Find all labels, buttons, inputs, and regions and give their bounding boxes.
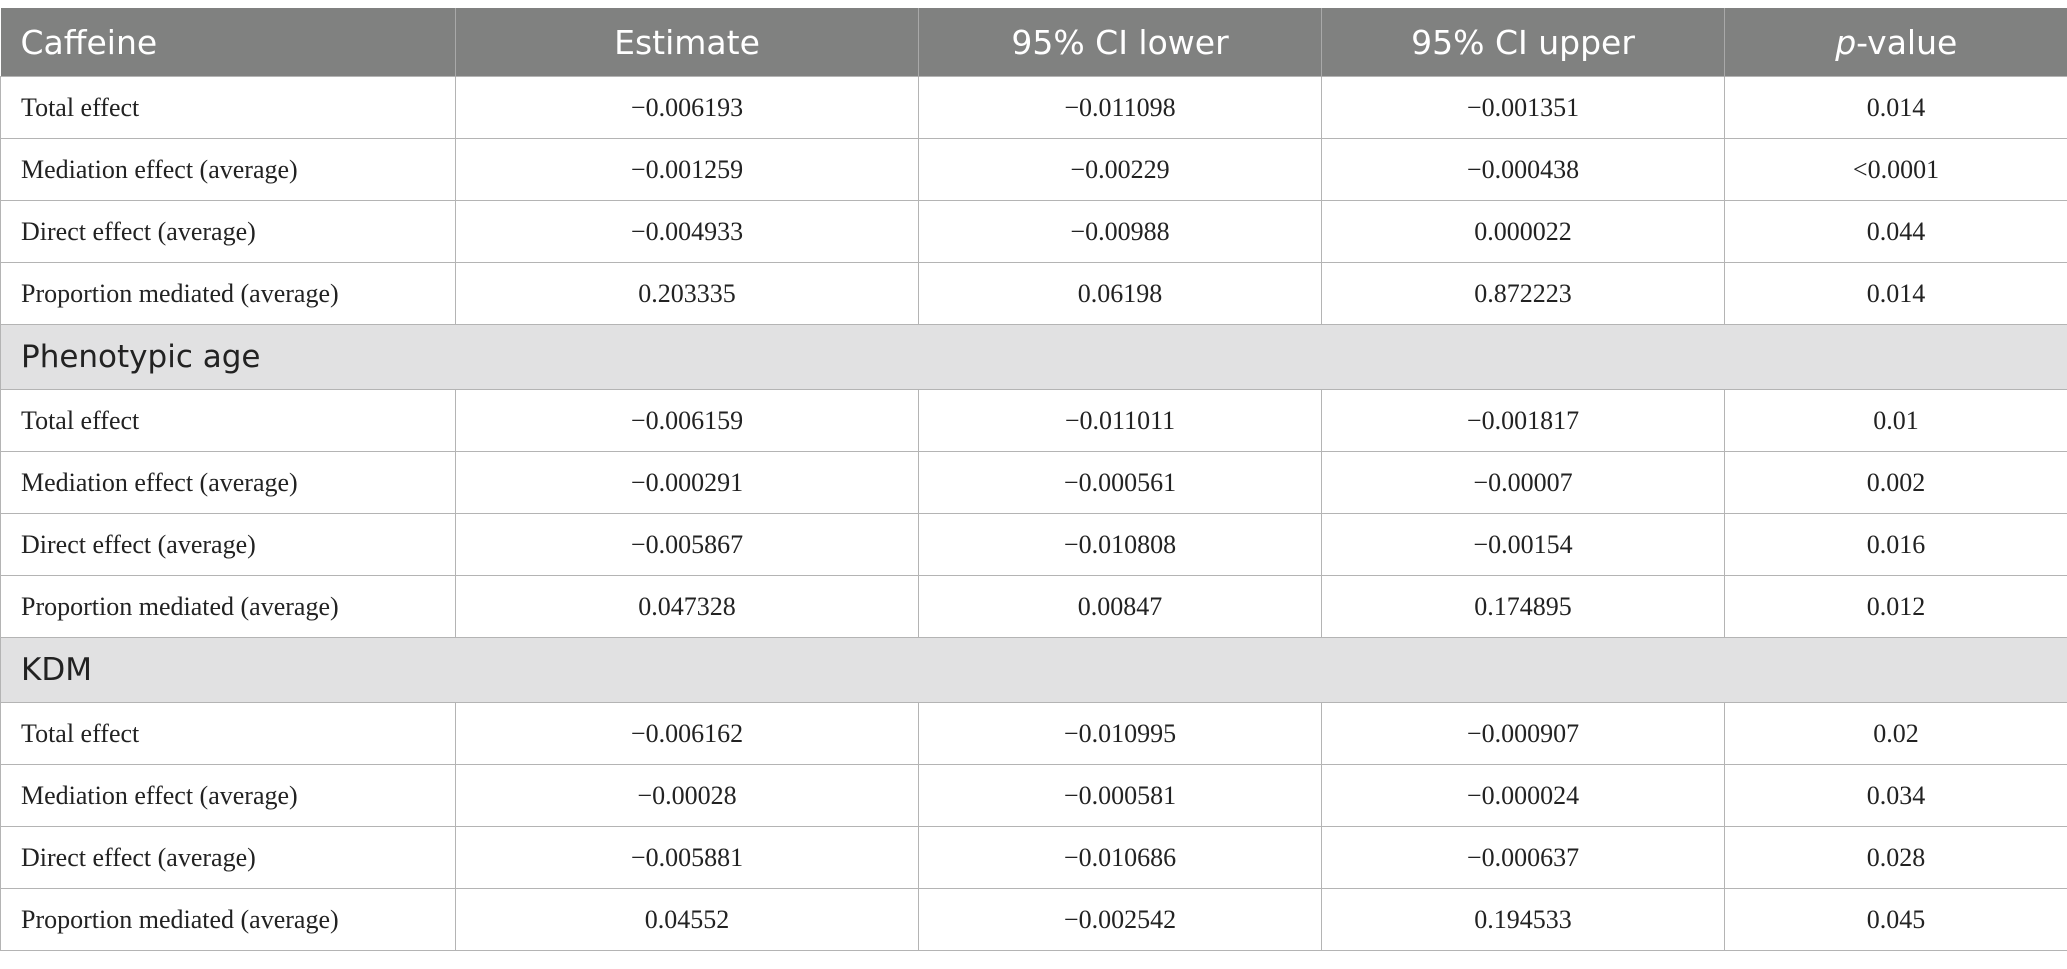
p-value-cell: <0.0001 — [1724, 138, 2067, 201]
p-value-cell: 0.02 — [1724, 702, 2067, 765]
p-value-cell: 0.045 — [1724, 888, 2067, 951]
header-p-suffix: -value — [1856, 22, 1958, 62]
estimate-cell: 0.04552 — [455, 888, 919, 951]
mediation-results-table: Caffeine Estimate 95% CI lower 95% CI up… — [0, 8, 2067, 951]
p-value-cell: 0.016 — [1724, 513, 2067, 576]
p-value-cell: 0.014 — [1724, 76, 2067, 139]
ci-upper-cell: −0.001817 — [1321, 389, 1725, 452]
estimate-cell: −0.001259 — [455, 138, 919, 201]
row-label: Mediation effect (average) — [0, 138, 456, 201]
ci-upper-cell: 0.000022 — [1321, 200, 1725, 263]
row-label: Proportion mediated (average) — [0, 888, 456, 951]
table-row: Mediation effect (average) −0.001259 −0.… — [0, 138, 2067, 201]
ci-lower-cell: −0.011098 — [918, 76, 1322, 139]
ci-lower-cell: −0.010686 — [918, 826, 1322, 889]
ci-upper-cell: −0.00154 — [1321, 513, 1725, 576]
row-label: Direct effect (average) — [0, 200, 456, 263]
ci-lower-cell: −0.010995 — [918, 702, 1322, 765]
header-p-italic: p — [1835, 22, 1857, 62]
p-value-cell: 0.002 — [1724, 451, 2067, 514]
estimate-cell: −0.00028 — [455, 764, 919, 827]
ci-lower-cell: −0.002542 — [918, 888, 1322, 951]
header-estimate: Estimate — [455, 8, 919, 77]
row-label: Proportion mediated (average) — [0, 575, 456, 638]
table-row: Mediation effect (average) −0.000291 −0.… — [0, 451, 2067, 514]
table-row: Mediation effect (average) −0.00028 −0.0… — [0, 764, 2067, 827]
p-value-cell: 0.028 — [1724, 826, 2067, 889]
p-value-cell: 0.034 — [1724, 764, 2067, 827]
row-label: Direct effect (average) — [0, 826, 456, 889]
row-label: Direct effect (average) — [0, 513, 456, 576]
ci-lower-cell: −0.000561 — [918, 451, 1322, 514]
table-row: Proportion mediated (average) 0.047328 0… — [0, 575, 2067, 638]
header-row: Caffeine Estimate 95% CI lower 95% CI up… — [0, 8, 2067, 77]
p-value-cell: 0.012 — [1724, 575, 2067, 638]
ci-upper-cell: −0.000637 — [1321, 826, 1725, 889]
estimate-cell: −0.006162 — [455, 702, 919, 765]
row-label: Mediation effect (average) — [0, 451, 456, 514]
estimate-cell: 0.203335 — [455, 262, 919, 325]
ci-lower-cell: −0.00229 — [918, 138, 1322, 201]
estimate-cell: −0.006193 — [455, 76, 919, 139]
header-ci-lower: 95% CI lower — [918, 8, 1322, 77]
ci-lower-cell: −0.00988 — [918, 200, 1322, 263]
ci-upper-cell: 0.174895 — [1321, 575, 1725, 638]
header-p-value: p-value — [1724, 8, 2067, 77]
estimate-cell: 0.047328 — [455, 575, 919, 638]
section-title: Phenotypic age — [0, 324, 2067, 390]
ci-upper-cell: −0.000438 — [1321, 138, 1725, 201]
ci-lower-cell: −0.010808 — [918, 513, 1322, 576]
section-row-kdm: KDM — [0, 637, 2067, 703]
p-value-cell: 0.01 — [1724, 389, 2067, 452]
row-label: Total effect — [0, 702, 456, 765]
table-row: Direct effect (average) −0.005881 −0.010… — [0, 826, 2067, 889]
row-label: Proportion mediated (average) — [0, 262, 456, 325]
header-ci-upper: 95% CI upper — [1321, 8, 1725, 77]
estimate-cell: −0.005881 — [455, 826, 919, 889]
ci-upper-cell: −0.000907 — [1321, 702, 1725, 765]
table-row: Total effect −0.006159 −0.011011 −0.0018… — [0, 389, 2067, 452]
ci-lower-cell: −0.000581 — [918, 764, 1322, 827]
section-row-phenotypic-age: Phenotypic age — [0, 324, 2067, 390]
table-row: Proportion mediated (average) 0.04552 −0… — [0, 888, 2067, 951]
row-label: Total effect — [0, 76, 456, 139]
ci-lower-cell: −0.011011 — [918, 389, 1322, 452]
table-row: Proportion mediated (average) 0.203335 0… — [0, 262, 2067, 325]
ci-lower-cell: 0.00847 — [918, 575, 1322, 638]
p-value-cell: 0.014 — [1724, 262, 2067, 325]
table-row: Total effect −0.006193 −0.011098 −0.0013… — [0, 76, 2067, 139]
ci-upper-cell: −0.001351 — [1321, 76, 1725, 139]
ci-upper-cell: −0.000024 — [1321, 764, 1725, 827]
estimate-cell: −0.000291 — [455, 451, 919, 514]
section-title: KDM — [0, 637, 2067, 703]
row-label: Mediation effect (average) — [0, 764, 456, 827]
table-row: Direct effect (average) −0.005867 −0.010… — [0, 513, 2067, 576]
row-label: Total effect — [0, 389, 456, 452]
ci-upper-cell: 0.872223 — [1321, 262, 1725, 325]
ci-lower-cell: 0.06198 — [918, 262, 1322, 325]
header-caffeine: Caffeine — [0, 8, 456, 77]
estimate-cell: −0.006159 — [455, 389, 919, 452]
p-value-cell: 0.044 — [1724, 200, 2067, 263]
estimate-cell: −0.005867 — [455, 513, 919, 576]
table-row: Direct effect (average) −0.004933 −0.009… — [0, 200, 2067, 263]
ci-upper-cell: 0.194533 — [1321, 888, 1725, 951]
ci-upper-cell: −0.00007 — [1321, 451, 1725, 514]
table-row: Total effect −0.006162 −0.010995 −0.0009… — [0, 702, 2067, 765]
estimate-cell: −0.004933 — [455, 200, 919, 263]
